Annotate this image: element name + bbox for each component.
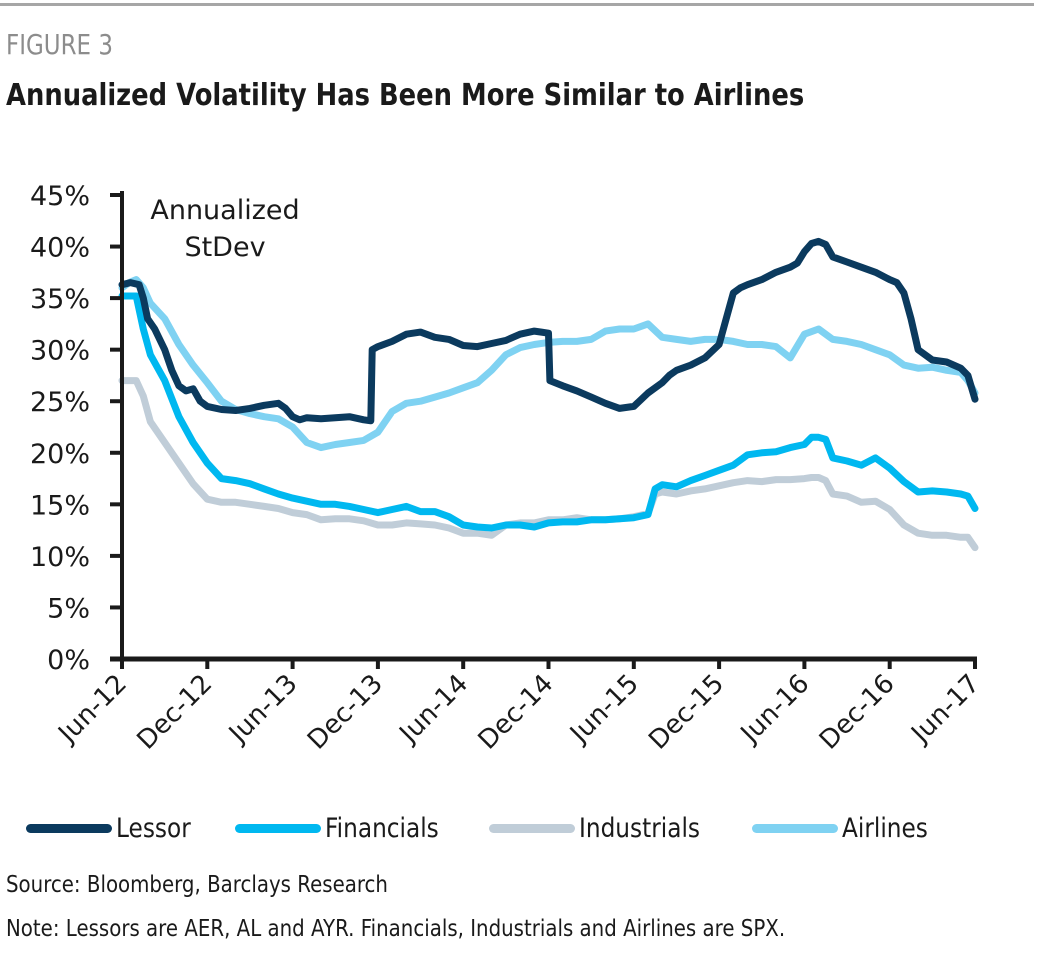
x-tick-label: Dec-12 (131, 669, 218, 756)
x-tick-label: Jun-12 (52, 669, 133, 750)
x-tick-label: Jun-16 (734, 669, 815, 750)
top-rule (0, 3, 1034, 6)
x-tick-label: Dec-16 (814, 669, 901, 756)
x-tick-label: Dec-15 (643, 669, 730, 756)
legend-swatch-lessor (26, 823, 112, 833)
footnote: Note: Lessors are AER, AL and AYR. Finan… (6, 916, 786, 942)
legend-item-industrials: Industrials (489, 813, 720, 844)
y-tick-label: 0% (47, 645, 90, 676)
y-tick-label: 5% (47, 593, 90, 624)
y-tick-label: 10% (30, 542, 90, 573)
x-tick-label: Dec-13 (302, 669, 389, 756)
legend: Lessor Financials Industrials Airlines (26, 808, 974, 848)
legend-label-financials: Financials (324, 812, 439, 844)
y-tick-label: 35% (30, 284, 90, 315)
y-tick-label: 15% (30, 490, 90, 521)
y-tick-label: 30% (30, 336, 90, 367)
x-tick-label: Jun-17 (905, 669, 986, 750)
y-tick-label: 20% (30, 439, 90, 470)
annotation-line-2: StDev (184, 232, 265, 263)
x-tick-label: Jun-15 (563, 669, 644, 750)
x-tick-label: Dec-14 (473, 669, 560, 756)
figure-label: FIGURE 3 (6, 28, 113, 61)
legend-swatch-financials (234, 823, 321, 833)
y-tick-label: 25% (30, 387, 90, 418)
source-note: Source: Bloomberg, Barclays Research (6, 872, 388, 898)
legend-item-lessor: Lessor (26, 813, 203, 844)
y-axis: 0% 5% 10% 15% 20% 25% 30% 35% 40% 45% (30, 181, 124, 676)
series-line-financials (118, 292, 979, 532)
legend-swatch-airlines (751, 823, 838, 833)
x-tick-label: Jun-14 (393, 669, 474, 750)
y-tick-label: 45% (30, 181, 90, 212)
legend-item-airlines: Airlines (751, 812, 942, 844)
x-tick-label: Jun-13 (222, 669, 303, 750)
legend-item-financials: Financials (234, 812, 457, 844)
series-line-lessor (118, 237, 979, 425)
chart-title: Annualized Volatility Has Been More Simi… (6, 78, 805, 113)
legend-label-lessor: Lessor (116, 812, 191, 844)
annotation-line-1: Annualized (150, 195, 299, 226)
line-chart: 0%5%10%15%20%25%30%35%40%45% Jun-12Dec-1… (30, 181, 986, 756)
legend-label-airlines: Airlines (841, 812, 928, 844)
legend-swatch-industrials (489, 823, 576, 833)
legend-label-industrials: Industrials (579, 812, 701, 844)
series-layer (118, 237, 979, 552)
y-tick-label: 40% (30, 233, 90, 264)
